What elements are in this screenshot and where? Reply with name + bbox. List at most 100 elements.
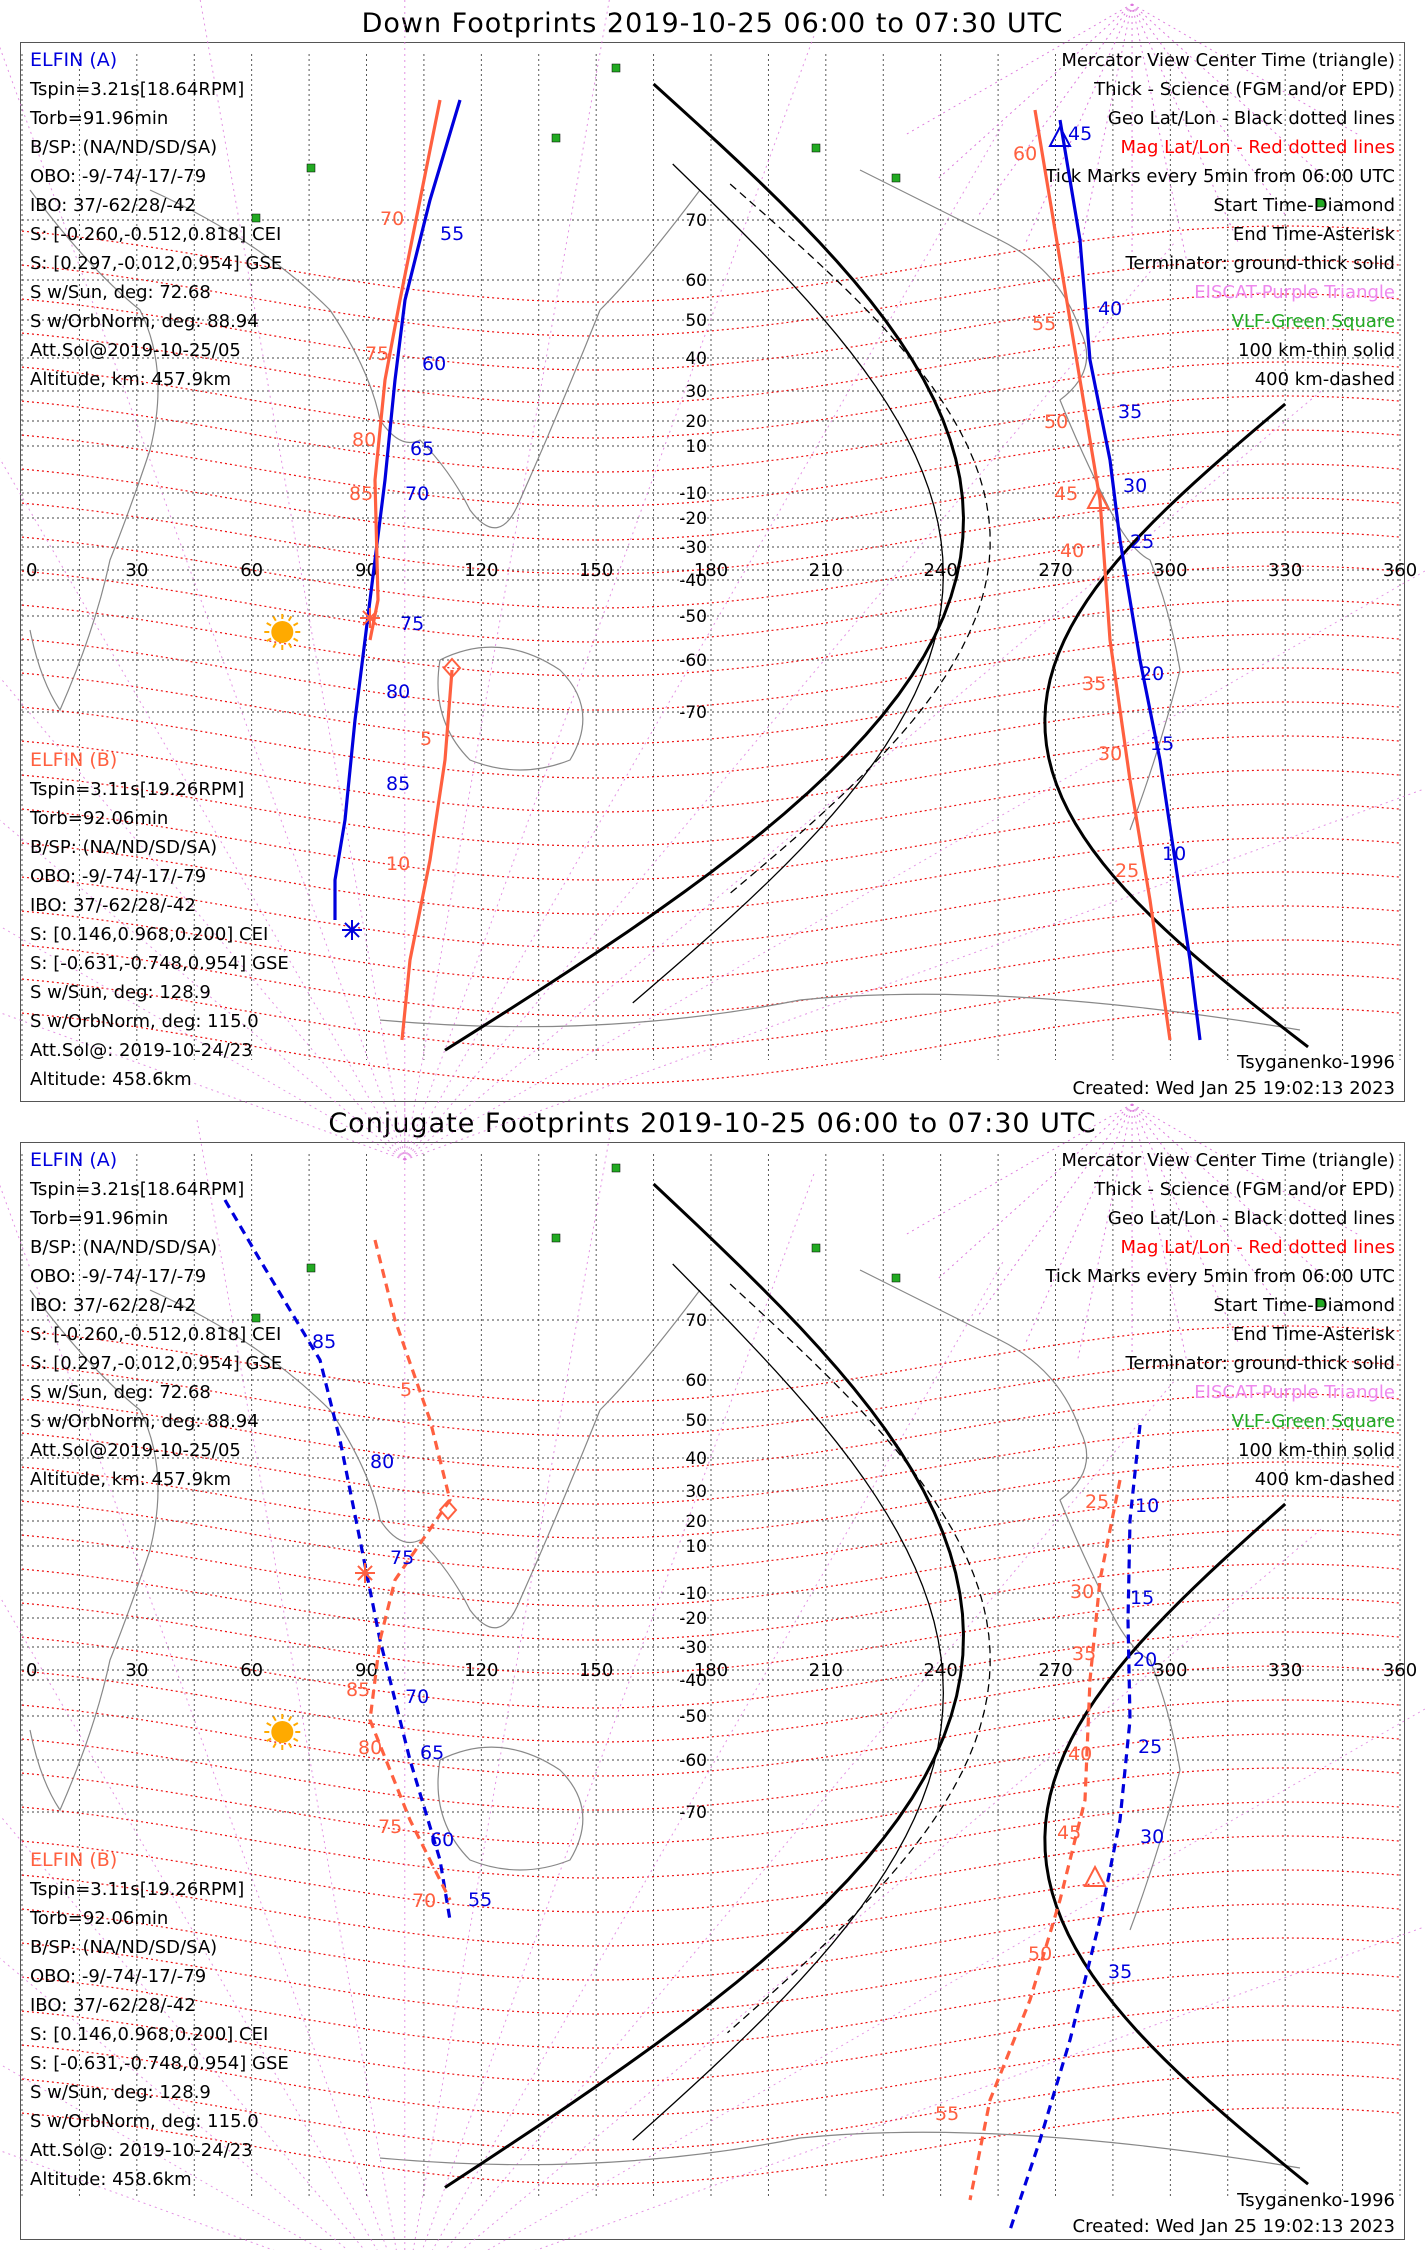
- elfin-a-info: S: [0.297,-0.012,0.954] GSE: [30, 1353, 282, 1374]
- lon-tick-label: 60: [240, 1660, 263, 1681]
- sun-icon: [271, 621, 294, 643]
- elfin-a-tick-label: 85: [386, 773, 410, 795]
- elfin-b-tick-label: 40: [1060, 540, 1084, 562]
- lon-tick-label: 210: [809, 560, 843, 581]
- legend-entry: Mag Lat/Lon - Red dotted lines: [1120, 137, 1395, 158]
- lat-tick-label: 30: [685, 1482, 707, 1502]
- sun-ray: [266, 622, 272, 627]
- mag-meridian: [0, 2063, 323, 2250]
- lat-tick-label: -50: [679, 607, 707, 627]
- center-time-triangle-icon: [1083, 1864, 1107, 1887]
- mag-meridian: [1077, 3, 1133, 259]
- elfin-b-conj-tick-label: 85: [346, 1679, 370, 1701]
- elfin-a-info: Att.Sol@2019-10-25/05: [30, 1440, 241, 1461]
- legend-entry: EISCAT-Purple Triangle: [1194, 1382, 1395, 1403]
- lon-tick-label: 120: [464, 1660, 498, 1681]
- mag-meridian: [404, 32, 816, 1161]
- elfin-b-info: B/SP: (NA/ND/SD/SA): [30, 1937, 217, 1958]
- elfin-b-info: S w/Sun, deg: 128.9: [30, 2082, 211, 2103]
- sun-ray: [293, 1722, 299, 1727]
- mag-meridian: [431, 1258, 1006, 2250]
- center-time-triangle-icon: [1048, 124, 1072, 147]
- elfin-b-header: ELFIN (B): [30, 749, 117, 771]
- elfin-a-tick-label: 55: [440, 223, 464, 245]
- mag-meridian: [0, 676, 406, 1161]
- legend-entry: Tick Marks every 5min from 06:00 UTC: [1044, 1266, 1395, 1287]
- lon-tick-label: 270: [1038, 1660, 1072, 1681]
- elfin-b-tick-label: 60: [1013, 143, 1037, 165]
- elfin-b-info: Altitude: 458.6km: [30, 2169, 192, 2190]
- elfin-b-tick-label: 45: [1054, 483, 1078, 505]
- elfin-a-tick-label: 15: [1150, 733, 1174, 755]
- vlf-station-marker: [891, 1273, 901, 1283]
- elfin-a-info: Altitude, km: 457.9km: [30, 369, 231, 390]
- elfin-a-conj-tick-label: 35: [1108, 1961, 1132, 1983]
- mag-meridian: [461, 1526, 1325, 2250]
- elfin-b-track-south: [400, 669, 454, 1041]
- legend-entry: Tick Marks every 5min from 06:00 UTC: [1044, 166, 1395, 187]
- lat-tick-label: 70: [685, 1311, 707, 1331]
- mag-meridian: [199, 0, 406, 1161]
- mag-meridian: [1131, 3, 1286, 215]
- lat-tick-label: -10: [679, 484, 707, 504]
- elfin-b-conj-tick-label: 55: [935, 2103, 959, 2125]
- elfin-a-info: Altitude, km: 457.9km: [30, 1469, 231, 1490]
- elfin-a-tick-label: 25: [1130, 531, 1154, 553]
- elfin-b-track-west: [368, 99, 442, 641]
- mag-meridian: [0, 1184, 388, 2250]
- lon-tick-label: 90: [355, 1660, 378, 1681]
- sun-ray: [287, 1742, 293, 1749]
- lon-tick-label: 360: [1383, 560, 1417, 581]
- sun-ray: [272, 642, 277, 649]
- elfin-b-info: IBO: 37/-62/28/-42: [30, 895, 196, 916]
- elfin-a-track-west: [333, 99, 462, 920]
- mag-meridian: [404, 388, 1325, 1161]
- end-asterisk-icon: [362, 610, 378, 626]
- vlf-station-marker: [306, 163, 316, 173]
- elfin-b-tick-label: 10: [386, 853, 410, 875]
- lat-tick-label: 20: [685, 1512, 707, 1532]
- elfin-a-info: S: [0.297,-0.012,0.954] GSE: [30, 253, 282, 274]
- mag-meridian: [0, 2150, 275, 2250]
- elfin-a-info: S w/OrbNorm, deg: 88.94: [30, 311, 259, 332]
- elfin-a-info: Tspin=3.21s[18.64RPM]: [29, 79, 244, 100]
- elfin-a-conj-tick-label: 15: [1130, 1587, 1154, 1609]
- mag-meridian: [412, 1116, 614, 2250]
- legend-entry: Mercator View Center Time (triangle): [1061, 1150, 1395, 1171]
- elfin-b-info: Att.Sol@: 2019-10-24/23: [30, 2140, 253, 2161]
- elfin-b-header: ELFIN (B): [30, 1849, 117, 1871]
- vlf-station-marker: [551, 1233, 561, 1243]
- terminator-100km: [632, 1263, 944, 2141]
- panel-2-title: Conjugate Footprints 2019-10-25 06:00 to…: [328, 1108, 1097, 1139]
- elfin-a-tick-label: 35: [1118, 401, 1142, 423]
- elfin-b-info: S w/OrbNorm, deg: 115.0: [30, 2111, 259, 2132]
- legend-entry: Geo Lat/Lon - Black dotted lines: [1108, 108, 1395, 129]
- lon-tick-label: 120: [464, 560, 498, 581]
- lat-tick-label: -60: [679, 651, 707, 671]
- vlf-station-marker: [891, 173, 901, 183]
- legend-entry: 400 km-dashed: [1255, 369, 1395, 390]
- legend-entry: VLF-Green Square: [1232, 311, 1395, 332]
- legend-entry: Start Time-Diamond: [1213, 1295, 1395, 1316]
- elfin-b-conj-tick-label: 25: [1085, 1491, 1109, 1513]
- elfin-b-conj-tick-label: 50: [1028, 1943, 1052, 1965]
- lon-tick-label: 180: [694, 560, 728, 581]
- elfin-a-tick-label: 60: [422, 353, 446, 375]
- lat-tick-label: -10: [679, 1584, 707, 1604]
- elfin-b-info: S: [0.146,0.968,0.200] CEI: [30, 2024, 268, 2045]
- lat-tick-label: -40: [679, 571, 707, 591]
- mag-meridian: [0, 1814, 366, 2250]
- elfin-a-conj-track-east: [1008, 1424, 1142, 2231]
- elfin-a-info: S: [-0.260,-0.512,0.818] CEI: [30, 224, 281, 245]
- mag-meridian: [1025, 3, 1133, 242]
- elfin-b-info: S w/OrbNorm, deg: 115.0: [30, 1011, 259, 1032]
- mag-meridian: [535, 1926, 1425, 2250]
- mag-meridian: [0, 819, 406, 1161]
- elfin-a-info: S w/Sun, deg: 72.68: [30, 1382, 211, 1403]
- elfin-a-info: S: [-0.260,-0.512,0.818] CEI: [30, 1324, 281, 1345]
- terminator-ground: [444, 1182, 965, 2189]
- legend-entry: Thick - Science (FGM and/or EPD): [1093, 79, 1395, 100]
- mag-meridian: [404, 240, 1177, 1161]
- elfin-b-info: Torb=92.06min: [29, 1908, 168, 1929]
- lat-tick-label: -70: [679, 1803, 707, 1823]
